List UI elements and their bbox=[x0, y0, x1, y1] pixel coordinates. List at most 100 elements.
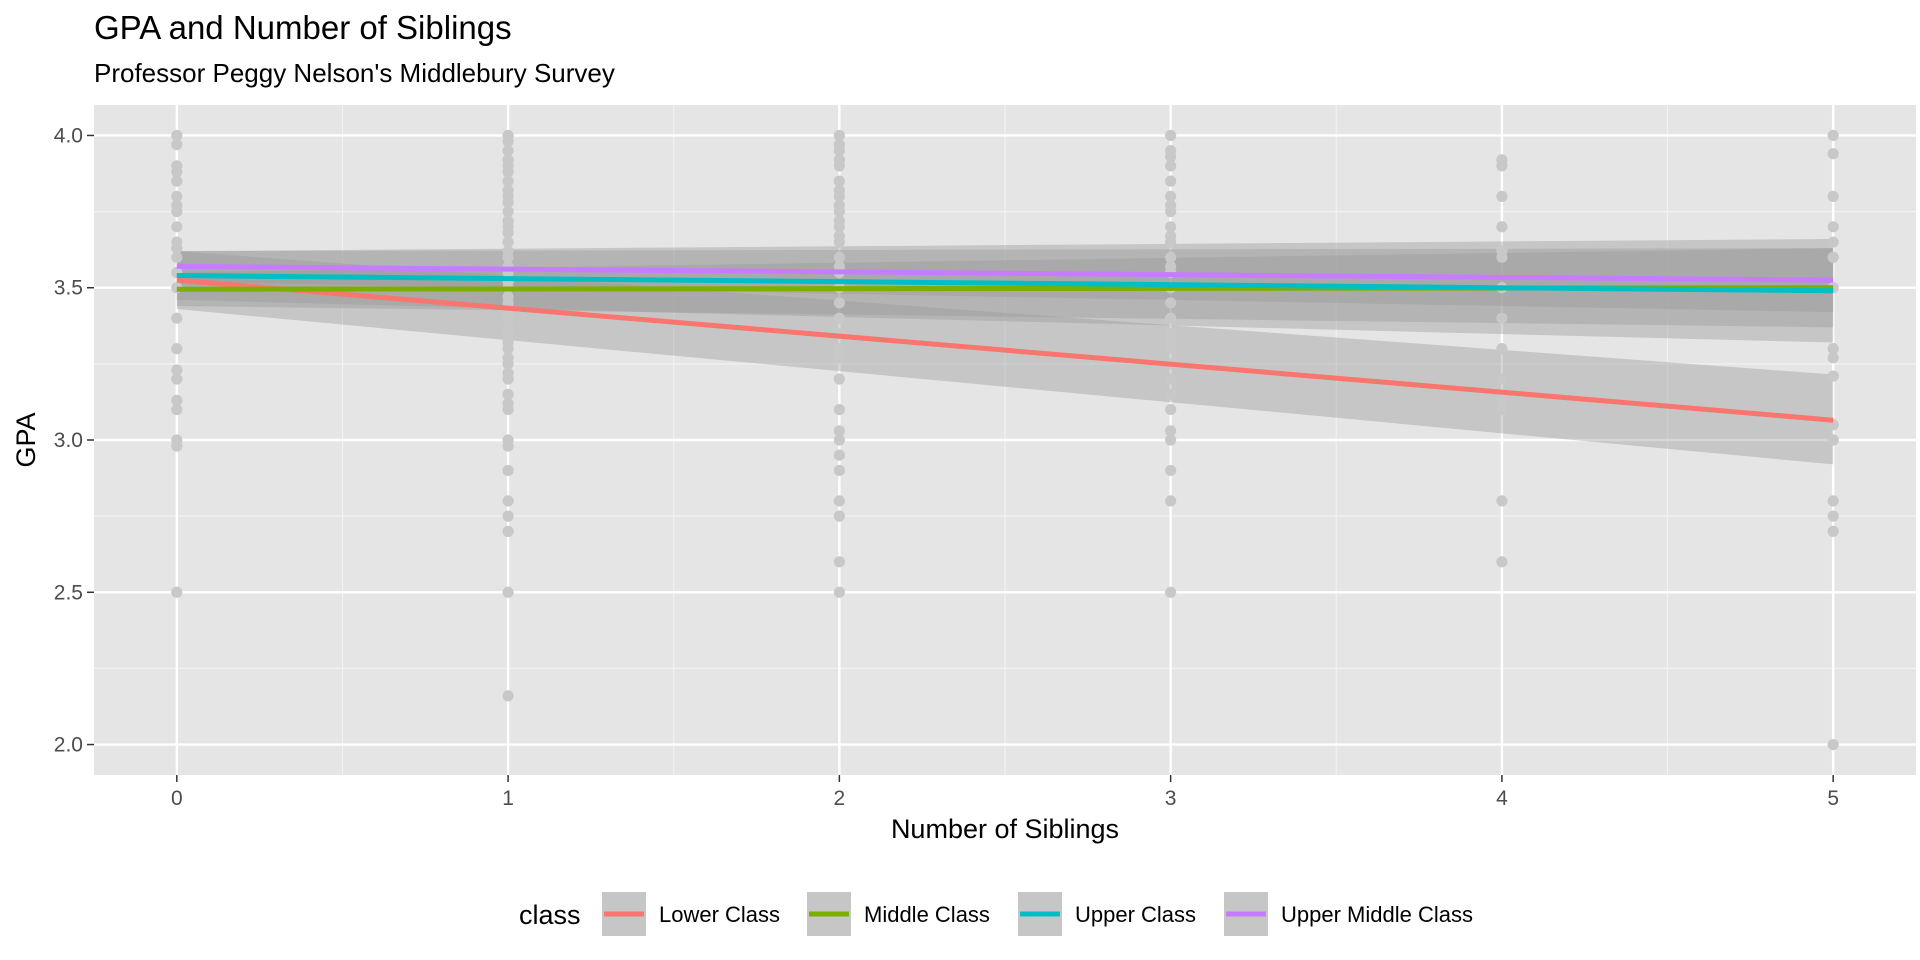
data-point bbox=[1496, 403, 1508, 416]
data-point bbox=[1496, 160, 1508, 172]
data-point bbox=[502, 135, 514, 148]
data-point bbox=[1165, 160, 1177, 172]
data-point bbox=[1165, 190, 1177, 202]
data-point bbox=[833, 403, 845, 416]
data-point bbox=[171, 403, 183, 416]
confidence-band bbox=[176, 251, 1834, 465]
legend-label: Middle Class bbox=[864, 902, 990, 927]
data-point bbox=[1496, 495, 1508, 507]
data-point bbox=[502, 403, 514, 416]
data-point bbox=[502, 166, 514, 178]
y-axis-title: GPA bbox=[11, 412, 41, 467]
data-point bbox=[833, 312, 845, 324]
x-tick-label: 2 bbox=[834, 787, 846, 810]
data-point bbox=[833, 221, 845, 233]
data-point bbox=[1165, 297, 1177, 309]
data-point bbox=[502, 440, 514, 452]
data-point bbox=[502, 464, 514, 477]
data-point bbox=[1165, 129, 1177, 142]
data-point bbox=[1165, 434, 1177, 446]
data-point bbox=[833, 205, 845, 218]
x-tick-label: 4 bbox=[1496, 787, 1508, 810]
data-point bbox=[1165, 495, 1177, 507]
data-point bbox=[502, 205, 514, 218]
data-point bbox=[171, 190, 183, 202]
data-point bbox=[502, 373, 514, 385]
data-point bbox=[1827, 251, 1839, 263]
data-point bbox=[833, 464, 845, 477]
data-point bbox=[502, 175, 514, 187]
data-point bbox=[833, 190, 845, 202]
data-point bbox=[171, 138, 183, 151]
x-axis-title: Number of Siblings bbox=[891, 814, 1119, 844]
y-tick-label: 3.5 bbox=[54, 277, 83, 300]
data-point bbox=[171, 251, 183, 263]
data-point bbox=[171, 440, 183, 452]
data-point bbox=[171, 205, 183, 218]
data-point bbox=[833, 373, 845, 385]
data-point bbox=[502, 495, 514, 507]
chart-title: GPA and Number of Siblings bbox=[94, 9, 512, 46]
data-point bbox=[1496, 312, 1508, 324]
data-point bbox=[833, 236, 845, 248]
data-point bbox=[1165, 151, 1177, 163]
data-point bbox=[502, 388, 514, 400]
data-point bbox=[171, 242, 183, 254]
trend-line bbox=[176, 263, 1834, 283]
data-point bbox=[1827, 495, 1839, 507]
data-point bbox=[171, 129, 183, 142]
data-point bbox=[1165, 221, 1177, 233]
data-point bbox=[1165, 236, 1177, 248]
data-point bbox=[833, 160, 845, 172]
data-point bbox=[1496, 251, 1508, 263]
data-point bbox=[502, 343, 514, 355]
data-point bbox=[1496, 556, 1508, 568]
data-point bbox=[171, 364, 183, 376]
data-point bbox=[1165, 464, 1177, 477]
y-tick-label: 3.0 bbox=[54, 429, 83, 452]
data-point bbox=[1165, 327, 1177, 340]
x-tick-label: 1 bbox=[502, 787, 514, 810]
data-point bbox=[833, 251, 845, 263]
data-point bbox=[1827, 525, 1839, 537]
data-point bbox=[1827, 738, 1839, 751]
data-point bbox=[1827, 221, 1839, 233]
data-point bbox=[171, 343, 183, 355]
data-point bbox=[1165, 373, 1177, 385]
trend-line bbox=[176, 273, 1834, 294]
data-point bbox=[833, 297, 845, 309]
trend-line bbox=[176, 277, 1834, 423]
data-point bbox=[1827, 129, 1839, 142]
data-point bbox=[502, 312, 514, 324]
data-point bbox=[1827, 236, 1839, 248]
data-point bbox=[1165, 586, 1177, 598]
x-tick-label: 3 bbox=[1165, 787, 1177, 810]
data-point bbox=[1827, 510, 1839, 522]
data-point bbox=[1165, 251, 1177, 263]
legend-label: Upper Middle Class bbox=[1281, 902, 1473, 927]
data-point bbox=[502, 510, 514, 522]
data-point bbox=[1165, 312, 1177, 324]
data-point bbox=[171, 221, 183, 233]
data-point bbox=[502, 586, 514, 598]
data-point bbox=[171, 166, 183, 178]
data-point bbox=[833, 495, 845, 507]
data-point bbox=[171, 373, 183, 385]
y-axis-ticks: 2.0 2.5 3.0 3.5 4.0 bbox=[54, 124, 94, 757]
data-point bbox=[1827, 148, 1839, 160]
trend-lines bbox=[176, 263, 1834, 423]
data-point bbox=[1496, 190, 1508, 202]
x-tick-label: 5 bbox=[1827, 787, 1839, 810]
data-point bbox=[1165, 425, 1177, 437]
data-point bbox=[1827, 370, 1839, 382]
y-tick-label: 4.0 bbox=[54, 124, 83, 147]
data-point bbox=[1496, 343, 1508, 355]
confidence-band bbox=[176, 248, 1834, 313]
data-point bbox=[1827, 352, 1839, 364]
data-point bbox=[502, 327, 514, 340]
data-point bbox=[502, 690, 514, 702]
data-point bbox=[833, 449, 845, 461]
data-point bbox=[833, 510, 845, 522]
data-point bbox=[833, 175, 845, 187]
